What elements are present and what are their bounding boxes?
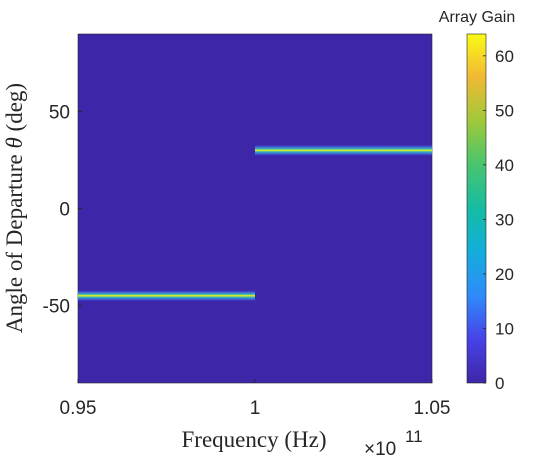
plot-area bbox=[77, 33, 433, 384]
colorbar-title: Array Gain bbox=[439, 9, 515, 26]
ridge-segment-1 bbox=[78, 289, 255, 302]
x-exponent-base: ×10 bbox=[364, 439, 396, 460]
x-tick-label-2: 1.05 bbox=[414, 398, 451, 419]
colorbar-tick-label-5: 50 bbox=[495, 101, 514, 120]
colorbar-tick-label-4: 40 bbox=[495, 156, 514, 175]
y-axis: 50 0 -50 bbox=[43, 103, 82, 317]
y-axis-label-main: Angle of Departure bbox=[2, 149, 27, 334]
y-tick-label-1: 0 bbox=[59, 200, 70, 221]
heatmap-background bbox=[78, 34, 432, 383]
ridge-segment-2 bbox=[255, 144, 432, 157]
x-tick-label-1: 1 bbox=[250, 398, 261, 419]
x-axis: 0.95 1 1.05 bbox=[60, 379, 451, 419]
colorbar: Array Gain 0 10 20 30 40 50 60 bbox=[439, 9, 515, 393]
y-tick-label-2: -50 bbox=[43, 296, 70, 317]
x-exponent-power: 11 bbox=[405, 427, 423, 446]
colorbar-tick-label-2: 20 bbox=[495, 265, 514, 284]
x-axis-label: Frequency (Hz) bbox=[182, 427, 327, 452]
x-exponent: ×10 11 bbox=[364, 427, 423, 460]
colorbar-tick-label-0: 0 bbox=[495, 374, 504, 393]
y-tick-label-0: 50 bbox=[49, 103, 70, 124]
y-axis-label-theta: θ bbox=[2, 137, 27, 148]
colorbar-tick-label-6: 60 bbox=[495, 47, 514, 66]
colorbar-tick-label-1: 10 bbox=[495, 319, 514, 338]
colorbar-tick-label-3: 30 bbox=[495, 210, 514, 229]
y-axis-label-unit: (deg) bbox=[2, 83, 27, 137]
y-axis-label: Angle of Departure θ (deg) bbox=[2, 83, 27, 333]
gain-ridges bbox=[78, 144, 432, 302]
colorbar-gradient bbox=[466, 33, 487, 384]
x-tick-label-0: 0.95 bbox=[60, 398, 97, 419]
